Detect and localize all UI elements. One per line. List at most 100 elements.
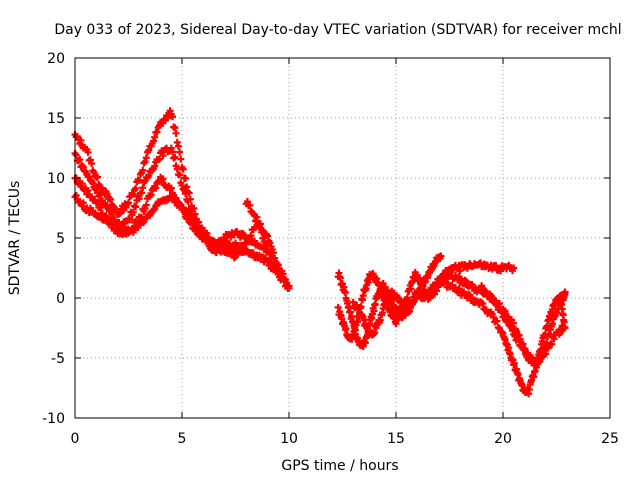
y-tick-label: -10 [42,411,65,427]
data-point-marker [457,275,465,283]
data-point-marker [125,199,132,207]
data-point-marker [336,274,344,282]
data-point-marker [437,252,445,260]
data-point-marker [524,349,532,357]
data-point-marker [476,259,484,267]
data-point-marker [220,242,228,250]
data-point-marker [77,136,85,144]
data-point-marker [264,232,272,240]
data-point-marker [107,195,115,203]
data-point-marker [246,201,254,209]
data-point-marker [462,277,470,285]
data-point-marker [151,162,159,170]
data-point-marker [509,319,517,327]
data-point-marker [167,144,175,152]
data-point-marker [550,335,558,343]
y-tick-label: -5 [51,351,65,367]
data-point-marker [173,165,181,173]
data-point-marker [159,175,167,183]
data-point-marker [255,220,263,228]
data-point-marker [561,324,569,332]
data-point-marker [168,148,176,156]
x-tick-label: 25 [601,431,619,447]
y-tick-label: 5 [56,231,65,247]
series-track-5 [242,198,293,290]
data-point-marker [135,195,143,203]
data-point-marker [240,245,248,253]
data-point-marker [173,138,181,146]
x-tick-label: 20 [494,431,512,447]
data-point-marker [167,184,175,192]
data-point-marker [182,174,190,182]
data-point-marker [479,300,487,308]
data-point-marker [94,173,102,181]
y-tick-label: 20 [47,51,65,67]
data-point-marker [145,172,153,180]
data-point-marker [141,158,149,166]
data-point-marker [489,313,497,321]
data-point-marker [346,308,354,316]
data-point-marker [142,201,150,209]
data-point-marker [89,179,97,187]
data-point-marker [468,280,476,288]
data-point-marker [543,339,551,347]
data-point-marker [370,307,378,315]
data-point-marker [79,199,87,207]
y-tick-label: 10 [47,171,65,187]
data-point-marker [84,186,92,194]
data-point-marker [407,285,415,293]
series-track-10 [478,282,569,369]
data-point-marker [176,148,184,156]
data-point-marker [116,209,124,217]
data-point-marker [251,212,259,220]
x-tick-label: 5 [178,431,187,447]
data-point-marker [85,172,93,180]
data-point-marker [97,211,105,219]
data-point-marker [152,184,160,192]
data-point-marker [141,205,149,213]
data-point-marker [103,203,111,211]
data-point-marker [468,294,476,302]
data-point-marker [155,155,163,163]
data-point-marker [139,166,147,174]
data-layer [71,107,569,398]
data-point-marker [78,180,86,188]
data-point-marker [98,184,106,192]
data-point-marker [334,303,342,311]
data-point-marker [86,156,94,164]
y-tick-label: 15 [47,111,65,127]
data-point-marker [105,194,113,202]
data-point-marker [139,184,147,192]
data-point-marker [510,264,518,272]
data-point-marker [171,124,179,132]
data-point-marker [258,228,266,236]
data-point-marker [129,208,137,216]
data-point-marker [266,239,274,247]
x-tick-label: 15 [387,431,405,447]
y-axis-title: SDTVAR / TECUs [7,181,23,296]
data-point-marker [126,216,134,224]
data-point-marker [132,203,140,211]
data-point-marker [510,359,518,367]
data-point-marker [132,184,140,192]
data-point-marker [135,176,143,184]
data-point-marker [90,168,98,176]
data-point-marker [174,142,182,150]
data-point-marker [76,156,84,164]
data-point-marker [96,190,104,198]
data-point-marker [145,146,153,154]
data-point-marker [247,232,255,240]
data-point-marker [456,267,464,275]
data-point-marker [113,218,121,226]
data-point-marker [259,234,267,242]
data-point-marker [178,181,186,189]
data-point-marker [72,151,80,159]
data-point-marker [97,203,105,211]
series-track-8 [349,268,567,369]
data-point-marker [285,282,293,290]
grid [75,58,610,418]
data-point-marker [142,154,150,162]
data-point-marker [492,262,500,270]
data-point-marker [103,190,111,198]
